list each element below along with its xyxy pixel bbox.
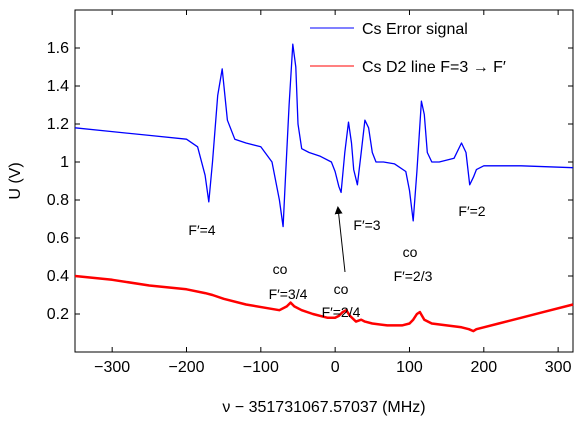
- axis-ticks: −300 −200 −100 0 100 200 300 0.2 0.4 0.6 0.8 1 1.2 1.…: [47, 10, 573, 376]
- annotation-co-2: co: [334, 281, 349, 297]
- series-line-error-signal: [74, 43, 574, 228]
- y-tick-label: 0.8: [47, 192, 69, 209]
- annotation-f4: F′=4: [188, 222, 215, 238]
- x-tick-label: −100: [243, 359, 279, 376]
- x-tick-label: −200: [168, 359, 204, 376]
- x-tick-label: −300: [94, 359, 130, 376]
- annotation-arrow: [334, 206, 346, 273]
- annotation-f2-3: F′=2/3: [394, 268, 433, 284]
- y-axis-label: U (V): [7, 162, 24, 199]
- x-tick-label: 300: [545, 359, 572, 376]
- legend-label-error: Cs Error signal: [362, 21, 468, 38]
- annotation-f3-4: F′=3/4: [269, 286, 308, 302]
- annotation-co-1: co: [273, 261, 288, 277]
- annotation-f2-4: F′=2/4: [322, 304, 361, 320]
- annotations: F′=4 co F′=3/4 co F′=2/4 F′=3 co F′=2/3 …: [188, 203, 485, 320]
- annotation-co-3: co: [403, 244, 418, 260]
- x-axis-label: ν − 351731067.57037 (MHz): [222, 399, 425, 416]
- y-tick-label: 1.4: [47, 78, 69, 95]
- y-tick-label: 1: [60, 154, 69, 171]
- x-tick-label: 100: [396, 359, 423, 376]
- x-tick-label: 0: [331, 359, 340, 376]
- legend-label-d2: Cs D2 line F=3 → F′: [362, 59, 506, 76]
- y-tick-label: 0.6: [47, 230, 69, 247]
- y-tick-label: 1.2: [47, 116, 69, 133]
- y-tick-label: 0.2: [47, 306, 69, 323]
- legend: Cs Error signal Cs D2 line F=3 → F′: [310, 21, 506, 76]
- axes-box: [74, 9, 574, 353]
- series-line-d2: [74, 274, 574, 333]
- y-tick-label: 1.6: [47, 40, 69, 57]
- annotation-f2: F′=2: [458, 203, 485, 219]
- annotation-arrow-line: [334, 206, 346, 273]
- annotation-f3: F′=3: [353, 217, 380, 233]
- x-tick-label: 200: [470, 359, 497, 376]
- y-tick-label: 0.4: [47, 268, 69, 285]
- series-lines: [74, 43, 574, 333]
